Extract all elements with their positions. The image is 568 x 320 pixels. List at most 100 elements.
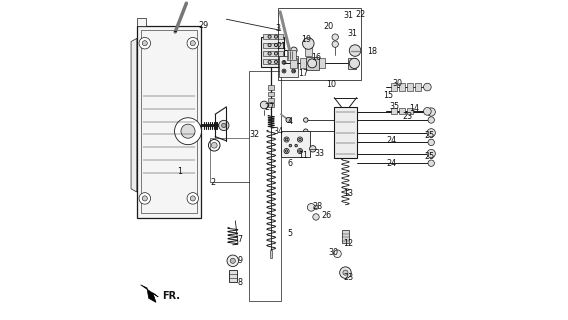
- Circle shape: [219, 120, 229, 131]
- Circle shape: [142, 196, 147, 201]
- Circle shape: [424, 83, 431, 91]
- Bar: [249, 71, 281, 301]
- Bar: [268, 92, 274, 96]
- Circle shape: [268, 52, 271, 55]
- Circle shape: [332, 41, 339, 47]
- Circle shape: [230, 258, 235, 263]
- Circle shape: [282, 60, 286, 64]
- Text: 10: 10: [327, 80, 336, 89]
- Text: 25: 25: [425, 132, 435, 140]
- Circle shape: [428, 109, 435, 115]
- Text: 4: 4: [287, 117, 292, 126]
- Text: FR.: FR.: [162, 291, 179, 301]
- Text: 9: 9: [237, 256, 243, 265]
- Text: 5: 5: [287, 229, 293, 238]
- Text: 31: 31: [343, 11, 353, 20]
- Text: 35: 35: [390, 102, 400, 111]
- Circle shape: [274, 52, 278, 55]
- Circle shape: [139, 37, 151, 49]
- Circle shape: [427, 149, 435, 158]
- Text: 26: 26: [321, 212, 332, 220]
- Circle shape: [190, 196, 195, 201]
- Bar: [318, 58, 325, 68]
- Bar: [268, 98, 274, 102]
- Circle shape: [284, 137, 289, 142]
- Circle shape: [211, 142, 217, 148]
- Circle shape: [284, 148, 289, 154]
- Circle shape: [187, 37, 199, 49]
- Text: 20: 20: [323, 22, 333, 31]
- Circle shape: [274, 44, 278, 47]
- Circle shape: [292, 69, 295, 73]
- Polygon shape: [141, 285, 158, 302]
- Text: 27: 27: [264, 103, 274, 112]
- Text: 23: 23: [402, 112, 412, 121]
- Circle shape: [303, 38, 314, 49]
- Text: 25: 25: [425, 152, 435, 161]
- Circle shape: [260, 101, 268, 109]
- Bar: [305, 45, 312, 56]
- Bar: [141, 30, 197, 213]
- Circle shape: [285, 138, 288, 141]
- Circle shape: [286, 117, 291, 123]
- Text: 22: 22: [355, 10, 365, 19]
- Circle shape: [227, 255, 239, 267]
- Circle shape: [298, 148, 303, 154]
- Text: 14: 14: [409, 104, 419, 113]
- Circle shape: [349, 58, 360, 68]
- Circle shape: [222, 123, 226, 128]
- Text: 28: 28: [313, 202, 323, 211]
- Circle shape: [428, 139, 435, 146]
- Circle shape: [285, 150, 288, 152]
- Bar: [341, 230, 349, 243]
- Circle shape: [428, 117, 435, 123]
- Text: 16: 16: [311, 53, 321, 62]
- Bar: [263, 60, 283, 65]
- Circle shape: [282, 69, 286, 73]
- Circle shape: [291, 47, 297, 53]
- Circle shape: [428, 150, 435, 157]
- Bar: [399, 108, 405, 114]
- Circle shape: [187, 193, 199, 204]
- Circle shape: [293, 70, 295, 72]
- Text: 11: 11: [298, 151, 308, 160]
- Bar: [391, 108, 397, 114]
- Text: 1: 1: [177, 167, 182, 176]
- Text: 24: 24: [386, 159, 396, 168]
- Text: 34: 34: [274, 127, 284, 136]
- Text: 12: 12: [343, 239, 353, 248]
- Circle shape: [298, 137, 303, 142]
- Bar: [268, 103, 274, 107]
- Circle shape: [174, 118, 202, 145]
- Circle shape: [268, 44, 271, 47]
- Bar: [415, 83, 421, 91]
- Bar: [290, 58, 298, 68]
- Bar: [270, 250, 273, 258]
- Circle shape: [428, 130, 435, 136]
- Text: 8: 8: [237, 278, 243, 287]
- Polygon shape: [137, 18, 147, 26]
- Circle shape: [303, 129, 308, 133]
- Circle shape: [139, 193, 151, 204]
- Bar: [263, 51, 283, 56]
- Bar: [334, 107, 357, 158]
- Circle shape: [333, 250, 341, 258]
- Text: 19: 19: [302, 36, 311, 44]
- Text: 30: 30: [328, 248, 338, 257]
- Bar: [287, 50, 296, 60]
- Text: 33: 33: [315, 149, 325, 158]
- Text: 30: 30: [393, 79, 403, 88]
- Circle shape: [142, 41, 147, 46]
- Circle shape: [314, 205, 318, 210]
- Circle shape: [332, 34, 339, 40]
- Bar: [300, 58, 307, 68]
- Circle shape: [283, 61, 285, 63]
- Text: 18: 18: [367, 47, 377, 56]
- Bar: [278, 8, 361, 80]
- Circle shape: [427, 108, 435, 116]
- Bar: [261, 37, 285, 67]
- Text: 13: 13: [343, 189, 353, 198]
- Circle shape: [427, 129, 435, 137]
- Bar: [229, 270, 237, 282]
- Circle shape: [299, 138, 301, 141]
